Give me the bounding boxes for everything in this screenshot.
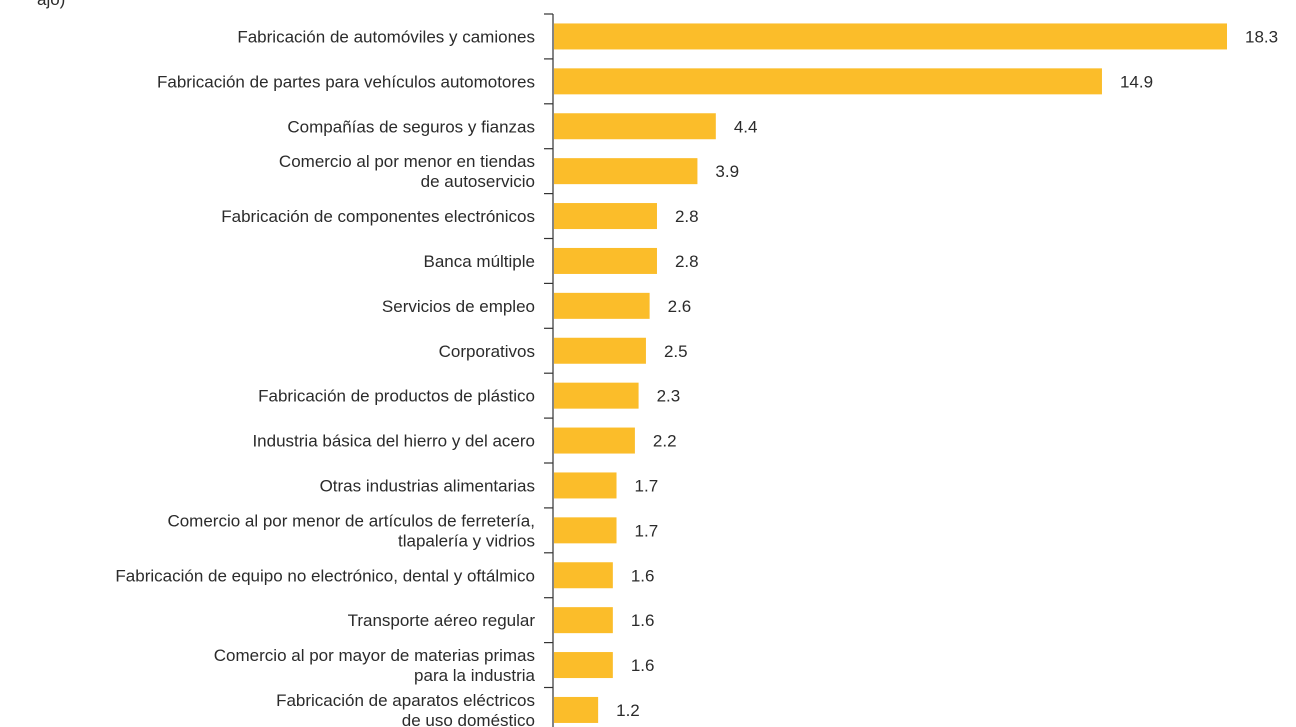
category-label: Corporativos [439, 342, 535, 361]
bar [554, 158, 698, 185]
value-label: 2.3 [657, 387, 681, 406]
category-label: Otras industrias alimentarias [320, 476, 535, 495]
bar [554, 382, 639, 409]
category-labels-group: Fabricación de automóviles y camiones Fab… [115, 27, 535, 727]
category-label: Banca múltiple [423, 252, 535, 271]
bar [554, 68, 1102, 95]
value-label: 2.8 [675, 252, 699, 271]
value-label: 1.7 [635, 476, 659, 495]
category-label: Comercio al por mayor de materias primas… [214, 646, 536, 685]
value-label: 2.8 [675, 207, 699, 226]
category-label: Fabricación de automóviles y camiones [237, 27, 535, 46]
category-label: Compañías de seguros y fianzas [287, 117, 535, 136]
bar [554, 472, 617, 499]
bar [554, 607, 613, 634]
bar [554, 292, 650, 319]
value-label: 14.9 [1120, 72, 1153, 91]
category-axis [544, 13, 554, 727]
bar [554, 427, 635, 454]
value-label: 1.2 [616, 701, 640, 720]
value-label: 1.6 [631, 611, 655, 630]
value-label: 2.2 [653, 432, 677, 451]
category-label: Comercio al por menor de artículos de fe… [167, 511, 535, 550]
category-label: Fabricación de aparatos eléctricos de uso… [276, 691, 535, 727]
category-label: Fabricación de componentes electrónicos [221, 207, 535, 226]
category-label: Comercio al por menor en tiendas de autos… [279, 152, 535, 191]
value-label: 2.5 [664, 342, 688, 361]
value-label: 1.7 [635, 521, 659, 540]
category-label: Fabricación de productos de plástico [258, 387, 535, 406]
bar [554, 247, 657, 274]
category-label: Transporte aéreo regular [348, 611, 536, 630]
category-label: Fabricación de equipo no electrónico, de… [115, 566, 535, 585]
bar [554, 337, 646, 364]
bars-group [554, 23, 1227, 723]
bar [554, 23, 1227, 50]
value-label: 1.6 [631, 566, 655, 585]
chart-title-fragment: ajo) [37, 0, 65, 9]
bar [554, 696, 599, 723]
value-label: 1.6 [631, 656, 655, 675]
category-label: Servicios de empleo [382, 297, 535, 316]
category-label: Fabricación de partes para vehículos aut… [157, 72, 535, 91]
bar [554, 203, 657, 230]
value-labels-group: 18.3 14.9 4.4 3.9 2.8 2.8 2.6 2.5 2.3 2.2 1.7 1.7 1.… [616, 27, 1278, 720]
value-label: 3.9 [715, 162, 739, 181]
value-label: 18.3 [1245, 27, 1278, 46]
bar [554, 517, 617, 544]
value-label: 2.6 [668, 297, 692, 316]
category-label: Industria básica del hierro y del acero [252, 432, 535, 451]
bar [554, 652, 613, 679]
bar [554, 562, 613, 589]
bar [554, 113, 716, 140]
value-label: 4.4 [734, 117, 758, 136]
